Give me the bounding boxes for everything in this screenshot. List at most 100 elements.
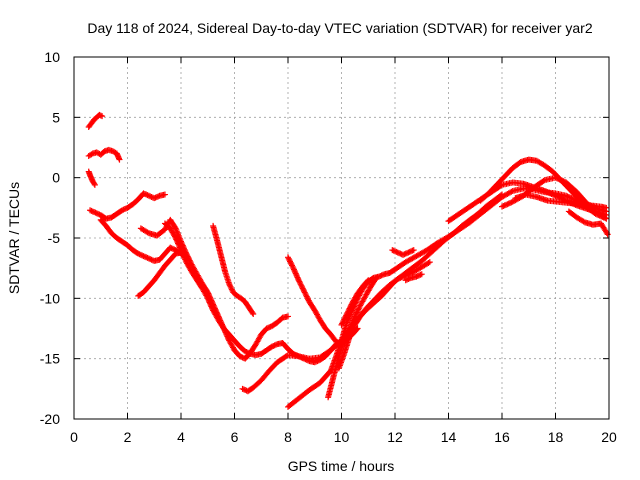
x-tick-label: 20 bbox=[601, 429, 617, 445]
data-point bbox=[249, 309, 256, 316]
data-point bbox=[88, 151, 95, 158]
data-point bbox=[140, 190, 147, 197]
data-point bbox=[551, 192, 558, 199]
data-point bbox=[547, 190, 554, 197]
data-point bbox=[404, 276, 411, 283]
series-track-a bbox=[85, 111, 106, 130]
x-axis-label: GPS time / hours bbox=[288, 458, 395, 474]
data-point bbox=[311, 359, 318, 366]
data-point bbox=[148, 256, 155, 263]
data-point bbox=[135, 250, 142, 257]
series-track-v bbox=[565, 208, 611, 238]
data-point bbox=[116, 156, 123, 163]
data-point bbox=[417, 271, 424, 278]
data-point bbox=[152, 194, 159, 201]
data-point bbox=[147, 193, 154, 200]
data-point bbox=[298, 282, 305, 289]
y-axis-label: SDTVAR / TECUs bbox=[6, 182, 22, 294]
data-point bbox=[602, 214, 609, 221]
data-point bbox=[295, 277, 302, 284]
data-point bbox=[541, 187, 548, 194]
data-point bbox=[242, 348, 249, 355]
data-point bbox=[402, 250, 409, 257]
data-point bbox=[99, 113, 106, 120]
data-point bbox=[341, 315, 348, 322]
data-point bbox=[121, 206, 128, 213]
data-point bbox=[339, 320, 346, 327]
x-tick-label: 8 bbox=[284, 429, 292, 445]
data-point bbox=[401, 251, 408, 258]
data-point bbox=[402, 277, 409, 284]
data-point bbox=[394, 249, 401, 256]
x-tick-label: 16 bbox=[494, 429, 510, 445]
data-point bbox=[95, 210, 102, 217]
data-point bbox=[96, 111, 103, 118]
data-point bbox=[250, 311, 257, 318]
data-point bbox=[289, 263, 296, 270]
data-point bbox=[379, 271, 386, 278]
data-point bbox=[414, 273, 421, 280]
data-point bbox=[270, 342, 277, 349]
data-point bbox=[355, 305, 362, 312]
data-point bbox=[272, 341, 279, 348]
data-point bbox=[372, 276, 379, 283]
data-point bbox=[396, 250, 403, 257]
data-point bbox=[145, 192, 152, 199]
data-point bbox=[97, 112, 104, 119]
data-point bbox=[559, 177, 566, 184]
data-point bbox=[296, 278, 303, 285]
data-point bbox=[87, 207, 94, 214]
data-point bbox=[339, 319, 346, 326]
data-point bbox=[148, 193, 155, 200]
data-point bbox=[347, 302, 354, 309]
data-point bbox=[140, 253, 147, 260]
data-point bbox=[144, 229, 151, 236]
data-point bbox=[151, 195, 158, 202]
series-track-q bbox=[402, 271, 425, 284]
data-point bbox=[553, 193, 560, 200]
data-point bbox=[373, 274, 380, 281]
data-point bbox=[304, 294, 311, 301]
data-point bbox=[239, 385, 246, 392]
data-point bbox=[499, 203, 505, 210]
data-point bbox=[409, 247, 416, 254]
data-point bbox=[505, 200, 512, 207]
data-point bbox=[203, 293, 210, 300]
data-point bbox=[364, 278, 371, 285]
data-point bbox=[552, 192, 559, 199]
data-point bbox=[301, 288, 308, 295]
data-point bbox=[305, 296, 312, 303]
data-point bbox=[346, 305, 353, 312]
data-point bbox=[340, 317, 347, 324]
data-point bbox=[145, 255, 152, 262]
data-point bbox=[92, 209, 99, 216]
data-point bbox=[552, 174, 559, 181]
series-track-u bbox=[512, 191, 610, 211]
data-point bbox=[401, 273, 408, 280]
data-point bbox=[398, 274, 405, 281]
data-point bbox=[244, 349, 251, 356]
data-point bbox=[297, 279, 304, 286]
data-point bbox=[354, 308, 361, 315]
data-point bbox=[555, 175, 562, 182]
data-point bbox=[377, 273, 384, 280]
data-point bbox=[345, 308, 352, 315]
data-point bbox=[408, 248, 415, 255]
data-point bbox=[345, 306, 352, 313]
series-track-i bbox=[210, 222, 257, 318]
y-tick-label: -20 bbox=[40, 411, 60, 427]
data-point bbox=[147, 256, 154, 263]
y-tick-label: -15 bbox=[40, 351, 60, 367]
data-point bbox=[266, 324, 273, 331]
y-tick-labels: -20 -15 -10 -5 0 5 10 bbox=[40, 49, 60, 427]
data-point bbox=[344, 309, 351, 316]
x-tick-label: 0 bbox=[70, 429, 78, 445]
data-point bbox=[167, 244, 174, 251]
data-point bbox=[137, 251, 144, 258]
data-point bbox=[397, 250, 404, 257]
data-point bbox=[285, 254, 291, 261]
data-point bbox=[144, 254, 151, 261]
data-point bbox=[375, 273, 382, 280]
data-point bbox=[342, 313, 349, 320]
chart-title: Day 118 of 2024, Sidereal Day-to-day VTE… bbox=[87, 20, 592, 36]
